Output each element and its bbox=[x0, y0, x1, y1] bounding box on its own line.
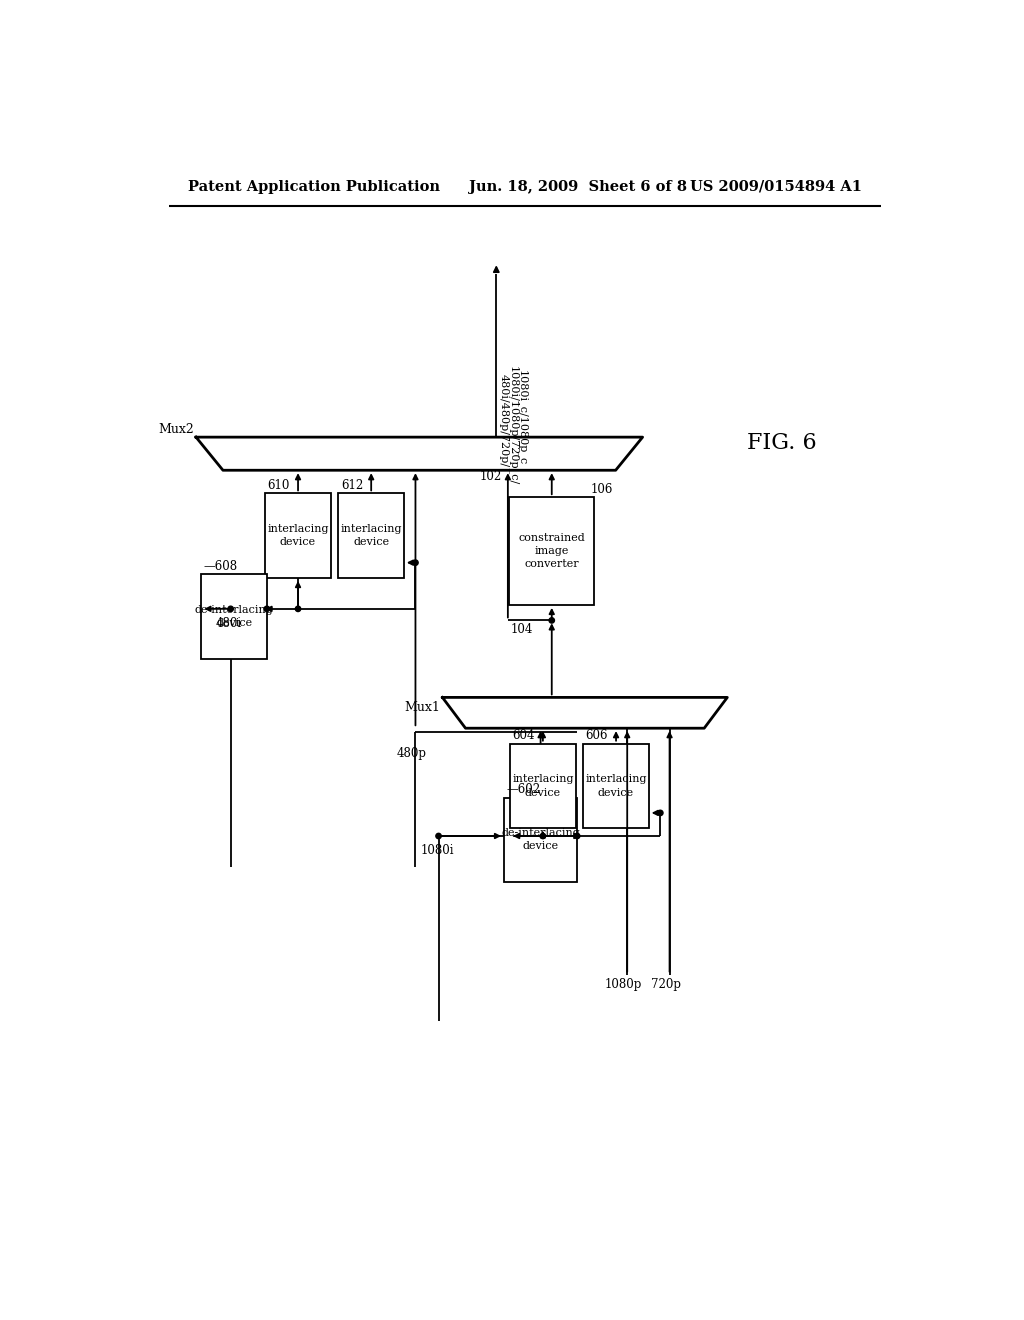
Text: Mux1: Mux1 bbox=[404, 701, 440, 714]
Bar bbox=[510, 743, 575, 829]
Text: 102: 102 bbox=[479, 470, 502, 483]
Bar bbox=[339, 494, 403, 578]
Text: 480i/480p/720p/: 480i/480p/720p/ bbox=[499, 374, 509, 467]
Text: Jun. 18, 2009  Sheet 6 of 8: Jun. 18, 2009 Sheet 6 of 8 bbox=[469, 180, 687, 194]
Text: 480p: 480p bbox=[396, 747, 427, 760]
Text: 480i: 480i bbox=[216, 616, 243, 630]
Circle shape bbox=[541, 833, 546, 838]
Text: de-interlacing
device: de-interlacing device bbox=[501, 828, 580, 851]
Text: FIG. 6: FIG. 6 bbox=[746, 433, 816, 454]
Circle shape bbox=[413, 560, 418, 565]
Circle shape bbox=[574, 833, 580, 838]
Bar bbox=[504, 797, 578, 882]
Text: 612: 612 bbox=[341, 479, 364, 492]
Bar bbox=[584, 743, 649, 829]
Text: 606: 606 bbox=[586, 729, 608, 742]
Text: 104: 104 bbox=[510, 623, 532, 636]
Text: interlacing
device: interlacing device bbox=[267, 524, 329, 548]
Text: Patent Application Publication: Patent Application Publication bbox=[188, 180, 440, 194]
Text: interlacing
device: interlacing device bbox=[586, 775, 647, 797]
Text: 1080i/1080p/720p_c/: 1080i/1080p/720p_c/ bbox=[508, 367, 518, 486]
Text: 1080i_c/1080p_c: 1080i_c/1080p_c bbox=[517, 370, 527, 466]
Text: —602: —602 bbox=[506, 783, 541, 796]
Text: de-interlacing
device: de-interlacing device bbox=[195, 605, 273, 628]
Text: constrained
image
converter: constrained image converter bbox=[518, 533, 585, 569]
Text: 720p: 720p bbox=[650, 978, 681, 991]
Text: interlacing
device: interlacing device bbox=[340, 524, 402, 548]
Text: interlacing
device: interlacing device bbox=[512, 775, 573, 797]
Circle shape bbox=[549, 618, 554, 623]
Text: —608: —608 bbox=[204, 560, 238, 573]
Text: 1080i: 1080i bbox=[420, 843, 454, 857]
Circle shape bbox=[295, 606, 301, 611]
Circle shape bbox=[436, 833, 441, 838]
Circle shape bbox=[657, 810, 663, 816]
Text: 610: 610 bbox=[267, 479, 290, 492]
Text: 106: 106 bbox=[590, 483, 612, 496]
Circle shape bbox=[264, 606, 269, 611]
Circle shape bbox=[228, 606, 233, 611]
Text: 604: 604 bbox=[512, 729, 535, 742]
Text: 1080p: 1080p bbox=[605, 978, 642, 991]
Bar bbox=[265, 494, 331, 578]
Text: Mux2: Mux2 bbox=[158, 422, 194, 436]
Bar bbox=[202, 574, 267, 659]
Text: US 2009/0154894 A1: US 2009/0154894 A1 bbox=[690, 180, 862, 194]
Bar bbox=[509, 498, 594, 605]
